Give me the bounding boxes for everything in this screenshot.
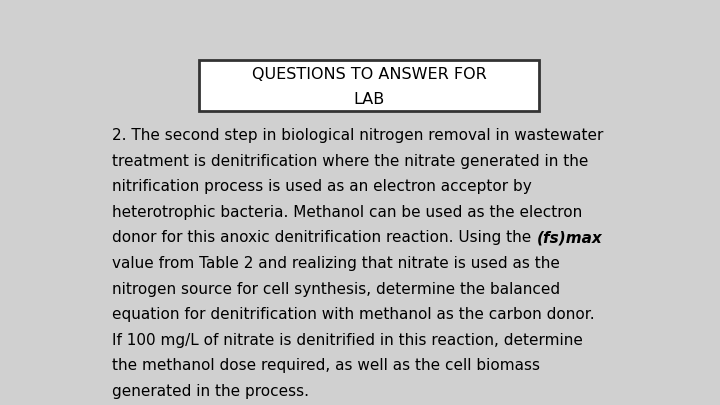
Text: heterotrophic bacteria. Methanol can be used as the electron: heterotrophic bacteria. Methanol can be … xyxy=(112,205,582,220)
Text: nitrification process is used as an electron acceptor by: nitrification process is used as an elec… xyxy=(112,179,532,194)
Text: (fs)max: (fs)max xyxy=(536,230,602,245)
FancyBboxPatch shape xyxy=(199,60,539,111)
Text: If 100 mg/L of nitrate is denitrified in this reaction, determine: If 100 mg/L of nitrate is denitrified in… xyxy=(112,333,583,348)
Text: value from Table 2 and realizing that nitrate is used as the: value from Table 2 and realizing that ni… xyxy=(112,256,560,271)
Text: QUESTIONS TO ANSWER FOR: QUESTIONS TO ANSWER FOR xyxy=(251,68,487,83)
Text: generated in the process.: generated in the process. xyxy=(112,384,310,399)
Text: LAB: LAB xyxy=(354,92,384,107)
Text: donor for this anoxic denitrification reaction. Using the: donor for this anoxic denitrification re… xyxy=(112,230,536,245)
Text: nitrogen source for cell synthesis, determine the balanced: nitrogen source for cell synthesis, dete… xyxy=(112,281,560,296)
Text: the methanol dose required, as well as the cell biomass: the methanol dose required, as well as t… xyxy=(112,358,540,373)
Text: treatment is denitrification where the nitrate generated in the: treatment is denitrification where the n… xyxy=(112,153,589,169)
Text: equation for denitrification with methanol as the carbon donor.: equation for denitrification with methan… xyxy=(112,307,595,322)
Text: 2. The second step in biological nitrogen removal in wastewater: 2. The second step in biological nitroge… xyxy=(112,128,603,143)
